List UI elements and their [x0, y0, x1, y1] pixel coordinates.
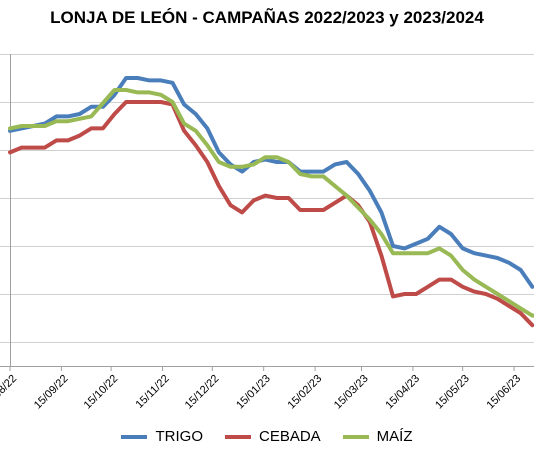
- legend-item-trigo: TRIGO: [121, 428, 203, 445]
- legend-label: CEBADA: [258, 428, 321, 445]
- chart-title: LONJA DE LEÓN - CAMPAÑAS 2022/2023 y 202…: [50, 8, 484, 27]
- legend-swatch: [224, 434, 251, 439]
- x-tick-label-10: 15/06/23: [484, 373, 523, 412]
- x-tick-label-8: 15/04/23: [383, 373, 422, 412]
- series-line-cebada: [8, 100, 534, 328]
- x-tick-label-9: 15/05/23: [433, 373, 472, 412]
- x-tick-label-0: 15/08/22: [0, 373, 19, 412]
- x-tick-labels: 15/08/22 15/09/22 15/10/22 15/11/22 15/12/22…: [0, 366, 523, 411]
- x-tick-label-6: 15/02/23: [286, 373, 325, 412]
- x-tick-label-5: 15/01/23: [234, 373, 273, 412]
- x-tick-label-4: 15/12/22: [183, 373, 222, 412]
- x-tick-label-7: 15/03/23: [332, 373, 371, 412]
- chart-legend: TRIGO CEBADA MAÍZ: [0, 428, 534, 445]
- legend-swatch: [342, 434, 369, 439]
- legend-item-cebada: CEBADA: [224, 428, 321, 445]
- series-lines: [8, 76, 534, 328]
- gridlines: [0, 54, 534, 367]
- x-tick-label-1: 15/09/22: [32, 373, 71, 412]
- series-line-trigo: [8, 76, 534, 289]
- legend-swatch: [121, 434, 148, 439]
- x-tick-label-3: 15/11/22: [134, 373, 172, 411]
- x-tick-label-2: 15/10/22: [82, 373, 121, 412]
- legend-label: MAÍZ: [376, 428, 413, 445]
- series-line-maíz: [8, 88, 534, 318]
- legend-item-maíz: MAÍZ: [342, 428, 413, 445]
- legend-label: TRIGO: [155, 428, 203, 445]
